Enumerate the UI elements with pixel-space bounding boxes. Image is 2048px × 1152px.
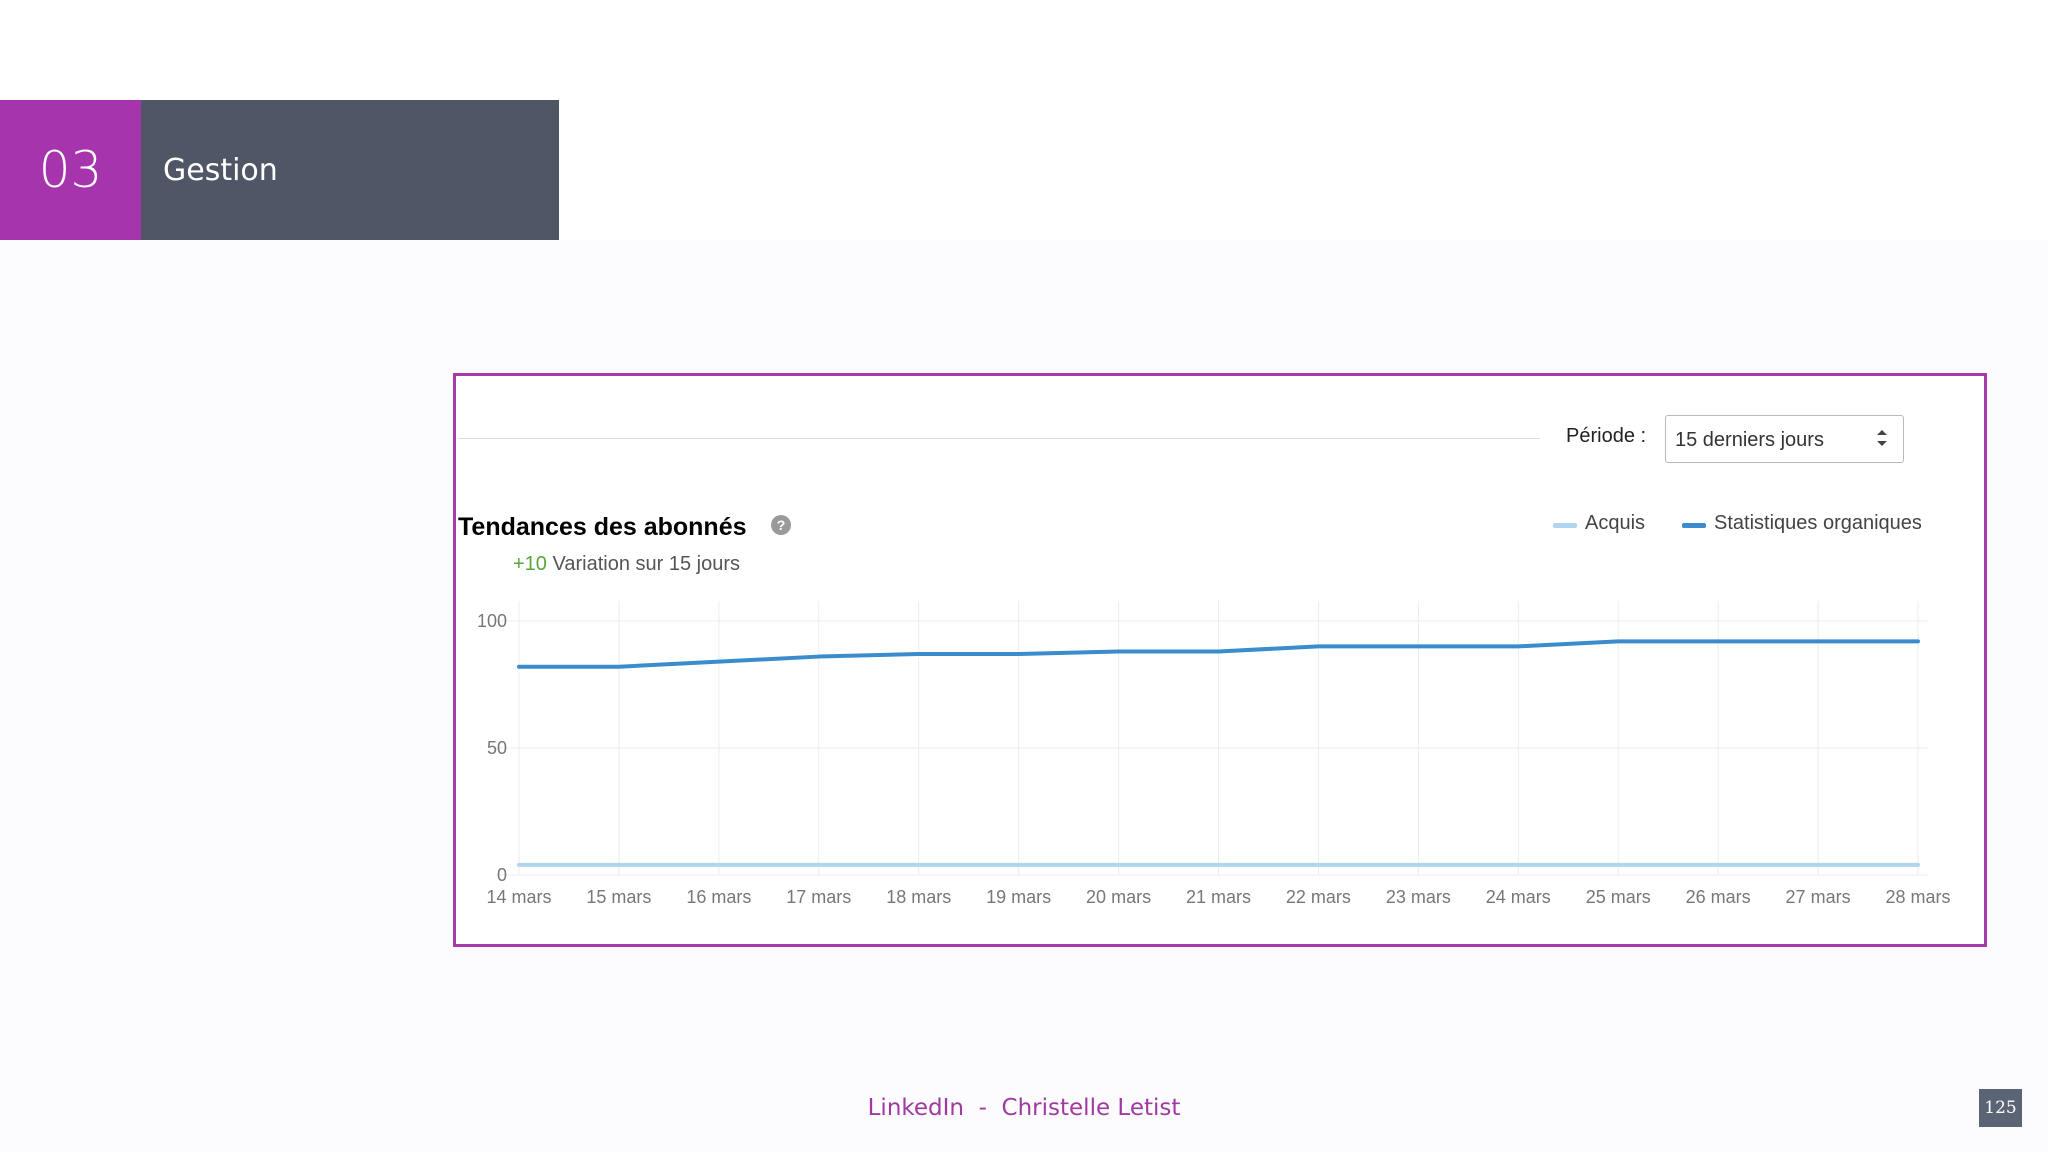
x-tick-label: 17 mars (786, 887, 851, 907)
variation-delta: +10 (513, 553, 547, 575)
select-arrows-icon (1877, 430, 1887, 446)
legend-swatch-acquis (1553, 523, 1577, 528)
x-tick-label: 15 mars (586, 887, 651, 907)
section-header: Gestion (141, 100, 559, 240)
footer-text: LinkedIn - Christelle Letist (867, 1095, 1181, 1121)
variation-summary: +10 Variation sur 15 jours (513, 553, 740, 576)
series-line-statistiques-organiques (517, 639, 1920, 669)
help-icon[interactable]: ? (771, 515, 791, 535)
x-tick-label: 24 mars (1486, 887, 1551, 907)
page-number: 125 (1979, 1089, 2022, 1127)
period-label: Période : (1566, 425, 1647, 447)
legend-label-acquis: Acquis (1585, 512, 1646, 534)
divider (458, 438, 1540, 439)
x-tick-label: 25 mars (1586, 887, 1651, 907)
period-select[interactable]: 15 derniers jours (1665, 415, 1904, 463)
y-tick-label: 100 (477, 611, 507, 631)
y-tick-label: 50 (487, 738, 507, 758)
x-tick-label: 21 mars (1186, 887, 1251, 907)
legend-label-organiques: Statistiques organiques (1714, 512, 1922, 534)
x-tick-label: 23 mars (1386, 887, 1451, 907)
line-chart: 0 50 100 14 mars 15 mars 16 mars 17 mars 18 mar… (477, 601, 1951, 907)
x-tick-label: 28 mars (1885, 887, 1950, 907)
period-select-value: 15 derniers jours (1675, 429, 1824, 451)
x-tick-label: 18 mars (886, 887, 951, 907)
x-tick-label: 16 mars (686, 887, 751, 907)
variation-text: Variation sur 15 jours (552, 553, 741, 575)
section-number: 03 (0, 100, 141, 240)
section-title: Gestion (163, 152, 278, 188)
x-tick-label: 19 mars (986, 887, 1051, 907)
x-tick-label: 22 mars (1286, 887, 1351, 907)
chart-panel: Période : 15 derniers jours Tendances de… (453, 373, 1987, 947)
x-tick-label: 27 mars (1786, 887, 1851, 907)
legend-swatch-organiques (1682, 523, 1706, 528)
x-tick-label: 14 mars (486, 887, 551, 907)
x-tick-label: 20 mars (1086, 887, 1151, 907)
y-tick-label: 0 (497, 865, 507, 885)
x-tick-label: 26 mars (1686, 887, 1751, 907)
chart-title: Tendances des abonnés (458, 513, 747, 541)
